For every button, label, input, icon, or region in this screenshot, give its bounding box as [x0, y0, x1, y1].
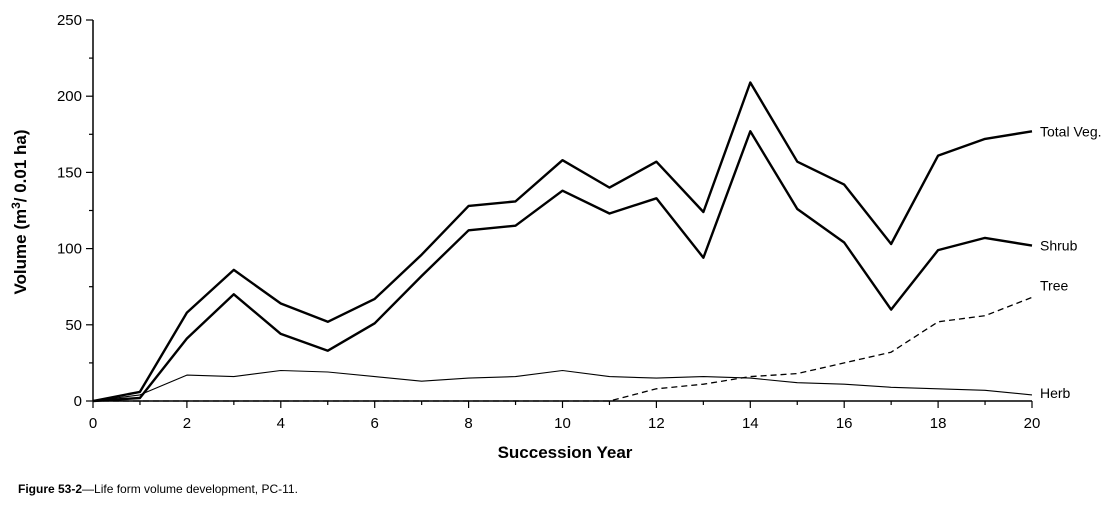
y-axis-title: Volume (m3/ 0.01 ha): [9, 129, 30, 294]
series-layer: [92, 81, 1033, 403]
x-tick-label: 18: [930, 415, 947, 432]
x-tick-label: 20: [1024, 415, 1041, 432]
x-tick-label: 2: [183, 415, 191, 432]
series-label-herb: Herb: [1040, 385, 1071, 401]
y-tick-label: 200: [57, 88, 82, 105]
series-line-herb: [92, 369, 1033, 402]
x-tick-label: 16: [836, 415, 853, 432]
series-line-tree: [93, 296, 1033, 402]
axes: 0 50 100 150 200 250 0 2 4 6 8 10 12 14 16 18 20: [57, 12, 1040, 432]
series-label-tree: Tree: [1040, 277, 1068, 293]
y-tick-label: 250: [57, 12, 82, 29]
x-tick-label: 4: [277, 415, 285, 432]
series-labels: Total Veg. Shrub Tree Herb: [1040, 123, 1102, 401]
x-tick-label: 6: [371, 415, 379, 432]
x-tick-label: 14: [742, 415, 759, 432]
x-tick-label: 12: [648, 415, 665, 432]
series-label-shrub: Shrub: [1040, 238, 1078, 254]
x-tick-label: 8: [464, 415, 472, 432]
y-tick-label: 50: [65, 317, 82, 334]
figure-caption: Figure 53-2—Life form volume development…: [18, 482, 298, 496]
series-line-shrub: [92, 130, 1033, 403]
line-chart: 0 50 100 150 200 250 0 2 4 6 8 10 12 14 16 18 20 Total V…: [9, 12, 1102, 462]
y-tick-label: 100: [57, 241, 82, 258]
series-label-total-veg: Total Veg.: [1040, 123, 1102, 139]
y-tick-label: 0: [74, 393, 82, 410]
x-tick-label: 0: [89, 415, 97, 432]
figure-caption-label: Figure 53-2: [18, 482, 83, 496]
series-line-total-veg: [92, 81, 1033, 403]
x-axis-title: Succession Year: [498, 443, 633, 462]
y-tick-label: 150: [57, 164, 82, 181]
x-tick-label: 10: [554, 415, 571, 432]
figure-caption-text: —Life form volume development, PC-11.: [82, 482, 298, 496]
